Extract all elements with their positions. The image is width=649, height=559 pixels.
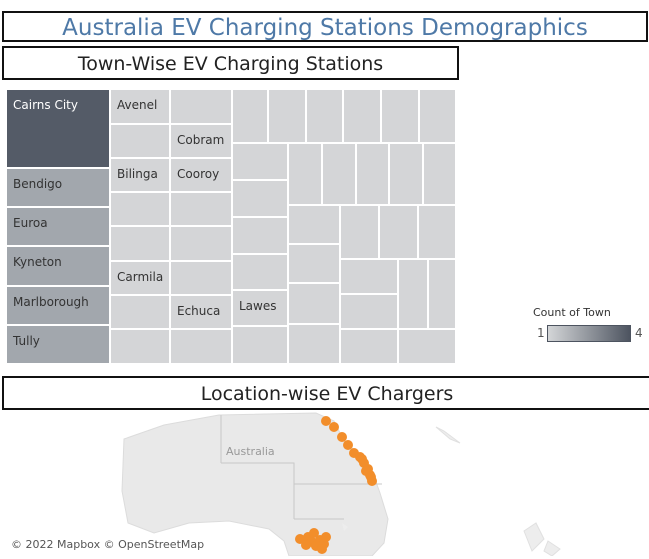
treemap-label: Echuca — [177, 304, 221, 318]
charger-marker[interactable] — [366, 472, 376, 482]
charger-marker[interactable] — [343, 440, 353, 450]
treemap-cell-cairns-city[interactable]: Cairns City — [6, 89, 110, 168]
treemap-cell[interactable] — [170, 192, 232, 226]
charger-marker[interactable] — [321, 416, 331, 426]
treemap-cell[interactable] — [110, 329, 170, 364]
charger-marker[interactable] — [357, 454, 367, 464]
treemap-label: Tully — [13, 334, 40, 348]
charger-marker[interactable] — [317, 544, 327, 554]
map-attribution: © 2022 Mapbox © OpenStreetMap — [11, 538, 205, 551]
treemap-label: Cobram — [177, 133, 225, 147]
treemap-cell[interactable] — [170, 329, 232, 364]
treemap-label: Bilinga — [117, 167, 158, 181]
treemap-label: Cooroy — [177, 167, 220, 181]
treemap-cell[interactable] — [232, 89, 268, 143]
treemap-cell-lawes[interactable]: Lawes — [232, 290, 288, 326]
australia-landmass — [121, 412, 389, 556]
treemap-label: Avenel — [117, 98, 158, 112]
charger-marker[interactable] — [337, 432, 347, 442]
treemap-cell[interactable] — [288, 324, 340, 364]
treemap-cell[interactable] — [232, 326, 288, 364]
treemap-cell[interactable] — [170, 261, 232, 295]
treemap-cell[interactable] — [340, 259, 398, 294]
treemap-cell[interactable] — [322, 143, 356, 205]
treemap-cell[interactable] — [232, 143, 288, 180]
treemap-cell-kyneton[interactable]: Kyneton — [6, 246, 110, 286]
treemap-cell[interactable] — [288, 283, 340, 324]
charger-marker[interactable] — [329, 422, 339, 432]
treemap-label: Marlborough — [13, 295, 89, 309]
treemap-cell-bilinga[interactable]: Bilinga — [110, 158, 170, 192]
treemap-cell-euroa[interactable]: Euroa — [6, 207, 110, 246]
treemap-cell[interactable] — [340, 205, 379, 259]
treemap-cell[interactable] — [232, 254, 288, 290]
map-region-label: Australia — [226, 445, 275, 458]
treemap-cell-cooroy[interactable]: Cooroy — [170, 158, 232, 192]
treemap[interactable]: Cairns City Bendigo Euroa Kyneton Marlbo… — [6, 89, 456, 364]
treemap-cell[interactable] — [170, 226, 232, 261]
treemap-cell-cobram[interactable]: Cobram — [170, 124, 232, 158]
charger-markers — [295, 416, 377, 554]
treemap-cell[interactable] — [288, 244, 340, 283]
treemap-cell-marlborough[interactable]: Marlborough — [6, 286, 110, 325]
treemap-cell[interactable] — [306, 89, 343, 143]
treemap-cell-avenel[interactable]: Avenel — [110, 89, 170, 124]
treemap-cell[interactable] — [340, 329, 398, 364]
treemap-cell[interactable] — [423, 143, 456, 205]
treemap-cell[interactable] — [110, 124, 170, 158]
new-zealand-landmass — [523, 522, 561, 556]
treemap-cell[interactable] — [398, 259, 428, 329]
treemap-cell[interactable] — [110, 192, 170, 226]
treemap-cell[interactable] — [110, 295, 170, 329]
treemap-cell[interactable] — [343, 89, 381, 143]
treemap-label: Kyneton — [13, 255, 62, 269]
treemap-title: Town-Wise EV Charging Stations — [2, 46, 459, 80]
treemap-cell[interactable] — [232, 217, 288, 254]
treemap-cell[interactable] — [288, 143, 322, 205]
treemap-cell[interactable] — [428, 259, 456, 329]
treemap-cell-echuca[interactable]: Echuca — [170, 295, 232, 329]
treemap-label: Carmila — [117, 270, 164, 284]
map-view[interactable]: Australia — [4, 411, 649, 556]
treemap-cell[interactable] — [379, 205, 418, 259]
legend-min-value: 1 — [537, 326, 545, 340]
treemap-cell[interactable] — [170, 89, 232, 124]
treemap-label: Euroa — [13, 216, 48, 230]
charger-marker[interactable] — [301, 540, 311, 550]
treemap-cell[interactable] — [418, 205, 456, 259]
treemap-cell[interactable] — [340, 294, 398, 329]
treemap-cell[interactable] — [389, 143, 423, 205]
treemap-cell-tully[interactable]: Tully — [6, 325, 110, 364]
treemap-cell[interactable] — [356, 143, 389, 205]
treemap-cell[interactable] — [232, 180, 288, 217]
legend-color-ramp — [547, 325, 631, 342]
treemap-cell[interactable] — [419, 89, 456, 143]
treemap-cell[interactable] — [398, 329, 456, 364]
treemap-cell[interactable] — [288, 205, 340, 244]
treemap-cell[interactable] — [381, 89, 419, 143]
state-border — [220, 415, 382, 520]
charger-marker[interactable] — [321, 532, 331, 542]
legend-title: Count of Town — [533, 306, 611, 319]
treemap-label: Lawes — [239, 299, 277, 313]
legend-max-value: 4 — [635, 326, 643, 340]
treemap-label: Cairns City — [13, 98, 78, 112]
island-landmass — [435, 426, 461, 444]
map-title: Location-wise EV Chargers — [2, 376, 649, 410]
charger-marker[interactable] — [309, 528, 319, 538]
treemap-cell-bendigo[interactable]: Bendigo — [6, 168, 110, 207]
island-landmass — [342, 523, 348, 531]
treemap-label: Bendigo — [13, 177, 63, 191]
treemap-cell[interactable] — [268, 89, 306, 143]
treemap-cell-carmila[interactable]: Carmila — [110, 261, 170, 295]
treemap-cell[interactable] — [110, 226, 170, 261]
dashboard-title: Australia EV Charging Stations Demograph… — [2, 11, 648, 42]
map-canvas[interactable] — [4, 411, 649, 556]
